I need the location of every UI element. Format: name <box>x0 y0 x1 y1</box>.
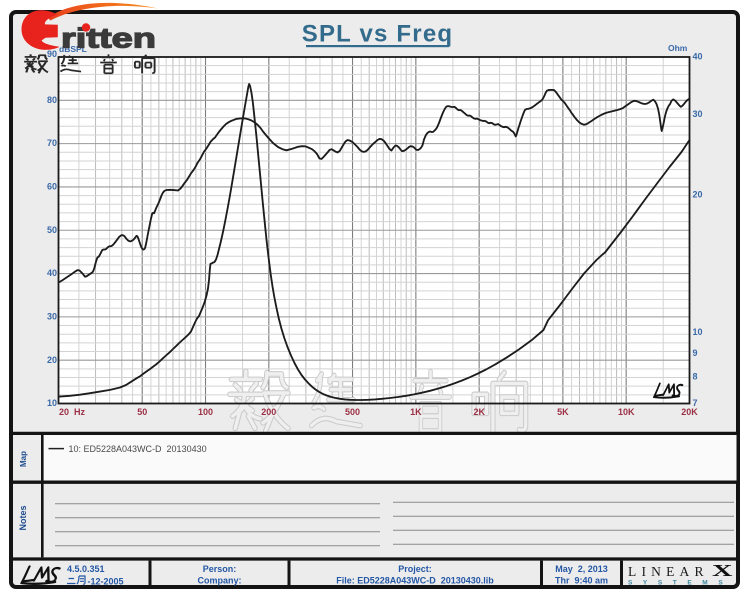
svg-text:10: 10 <box>693 327 703 337</box>
svg-text:20 Hz: 20 Hz <box>59 407 86 417</box>
svg-text:200: 200 <box>261 407 276 417</box>
svg-text:10: 10 <box>47 398 57 408</box>
svg-text:Ohm: Ohm <box>668 43 688 53</box>
svg-text:1K: 1K <box>410 407 422 417</box>
svg-text:5K: 5K <box>557 407 569 417</box>
svg-text:SPL vs Freq: SPL vs Freq <box>302 21 453 48</box>
svg-text:10: ED5228A043WC-D 20130430: 10: ED5228A043WC-D 20130430 <box>69 444 207 454</box>
svg-text:40: 40 <box>693 52 703 62</box>
svg-text:80: 80 <box>47 95 57 105</box>
svg-text:9: 9 <box>693 348 698 358</box>
svg-text:4.5.0.351: 4.5.0.351 <box>67 564 105 574</box>
svg-text:40: 40 <box>47 268 57 278</box>
svg-text:ritten: ritten <box>61 23 156 54</box>
svg-text:Map: Map <box>19 451 28 467</box>
svg-text:Company:: Company: <box>197 576 241 586</box>
svg-text:70: 70 <box>47 138 57 148</box>
svg-text:Project:: Project: <box>398 564 432 574</box>
svg-text:8: 8 <box>693 372 698 382</box>
svg-text:20: 20 <box>47 355 57 365</box>
svg-text:dBSPL: dBSPL <box>59 44 87 54</box>
svg-text:50: 50 <box>137 407 147 417</box>
svg-text:7: 7 <box>693 398 698 408</box>
svg-text:10K: 10K <box>618 407 635 417</box>
svg-text:100: 100 <box>198 407 213 417</box>
svg-text:Notes: Notes <box>18 505 28 530</box>
svg-text:-12-2005: -12-2005 <box>88 577 124 587</box>
svg-text:20: 20 <box>693 189 703 199</box>
svg-text:30: 30 <box>693 109 703 119</box>
svg-text:File: ED5228A043WC-D 20130430: File: ED5228A043WC-D 20130430.lib <box>336 576 494 586</box>
svg-text:Person:: Person: <box>203 564 237 574</box>
svg-text:60: 60 <box>47 182 57 192</box>
svg-text:50: 50 <box>47 225 57 235</box>
svg-text:20K: 20K <box>681 407 698 417</box>
svg-text:30: 30 <box>47 312 57 322</box>
svg-text:X: X <box>712 561 734 580</box>
svg-text:2K: 2K <box>473 407 485 417</box>
svg-text:SYSTEMS: SYSTEMS <box>628 580 733 587</box>
svg-text:May 2, 2013: May 2, 2013 <box>555 564 608 574</box>
svg-text:Thr 9:40 am: Thr 9:40 am <box>555 576 608 586</box>
svg-text:90: 90 <box>47 49 57 59</box>
svg-text:LINEAR: LINEAR <box>628 564 709 579</box>
svg-text:500: 500 <box>345 407 360 417</box>
